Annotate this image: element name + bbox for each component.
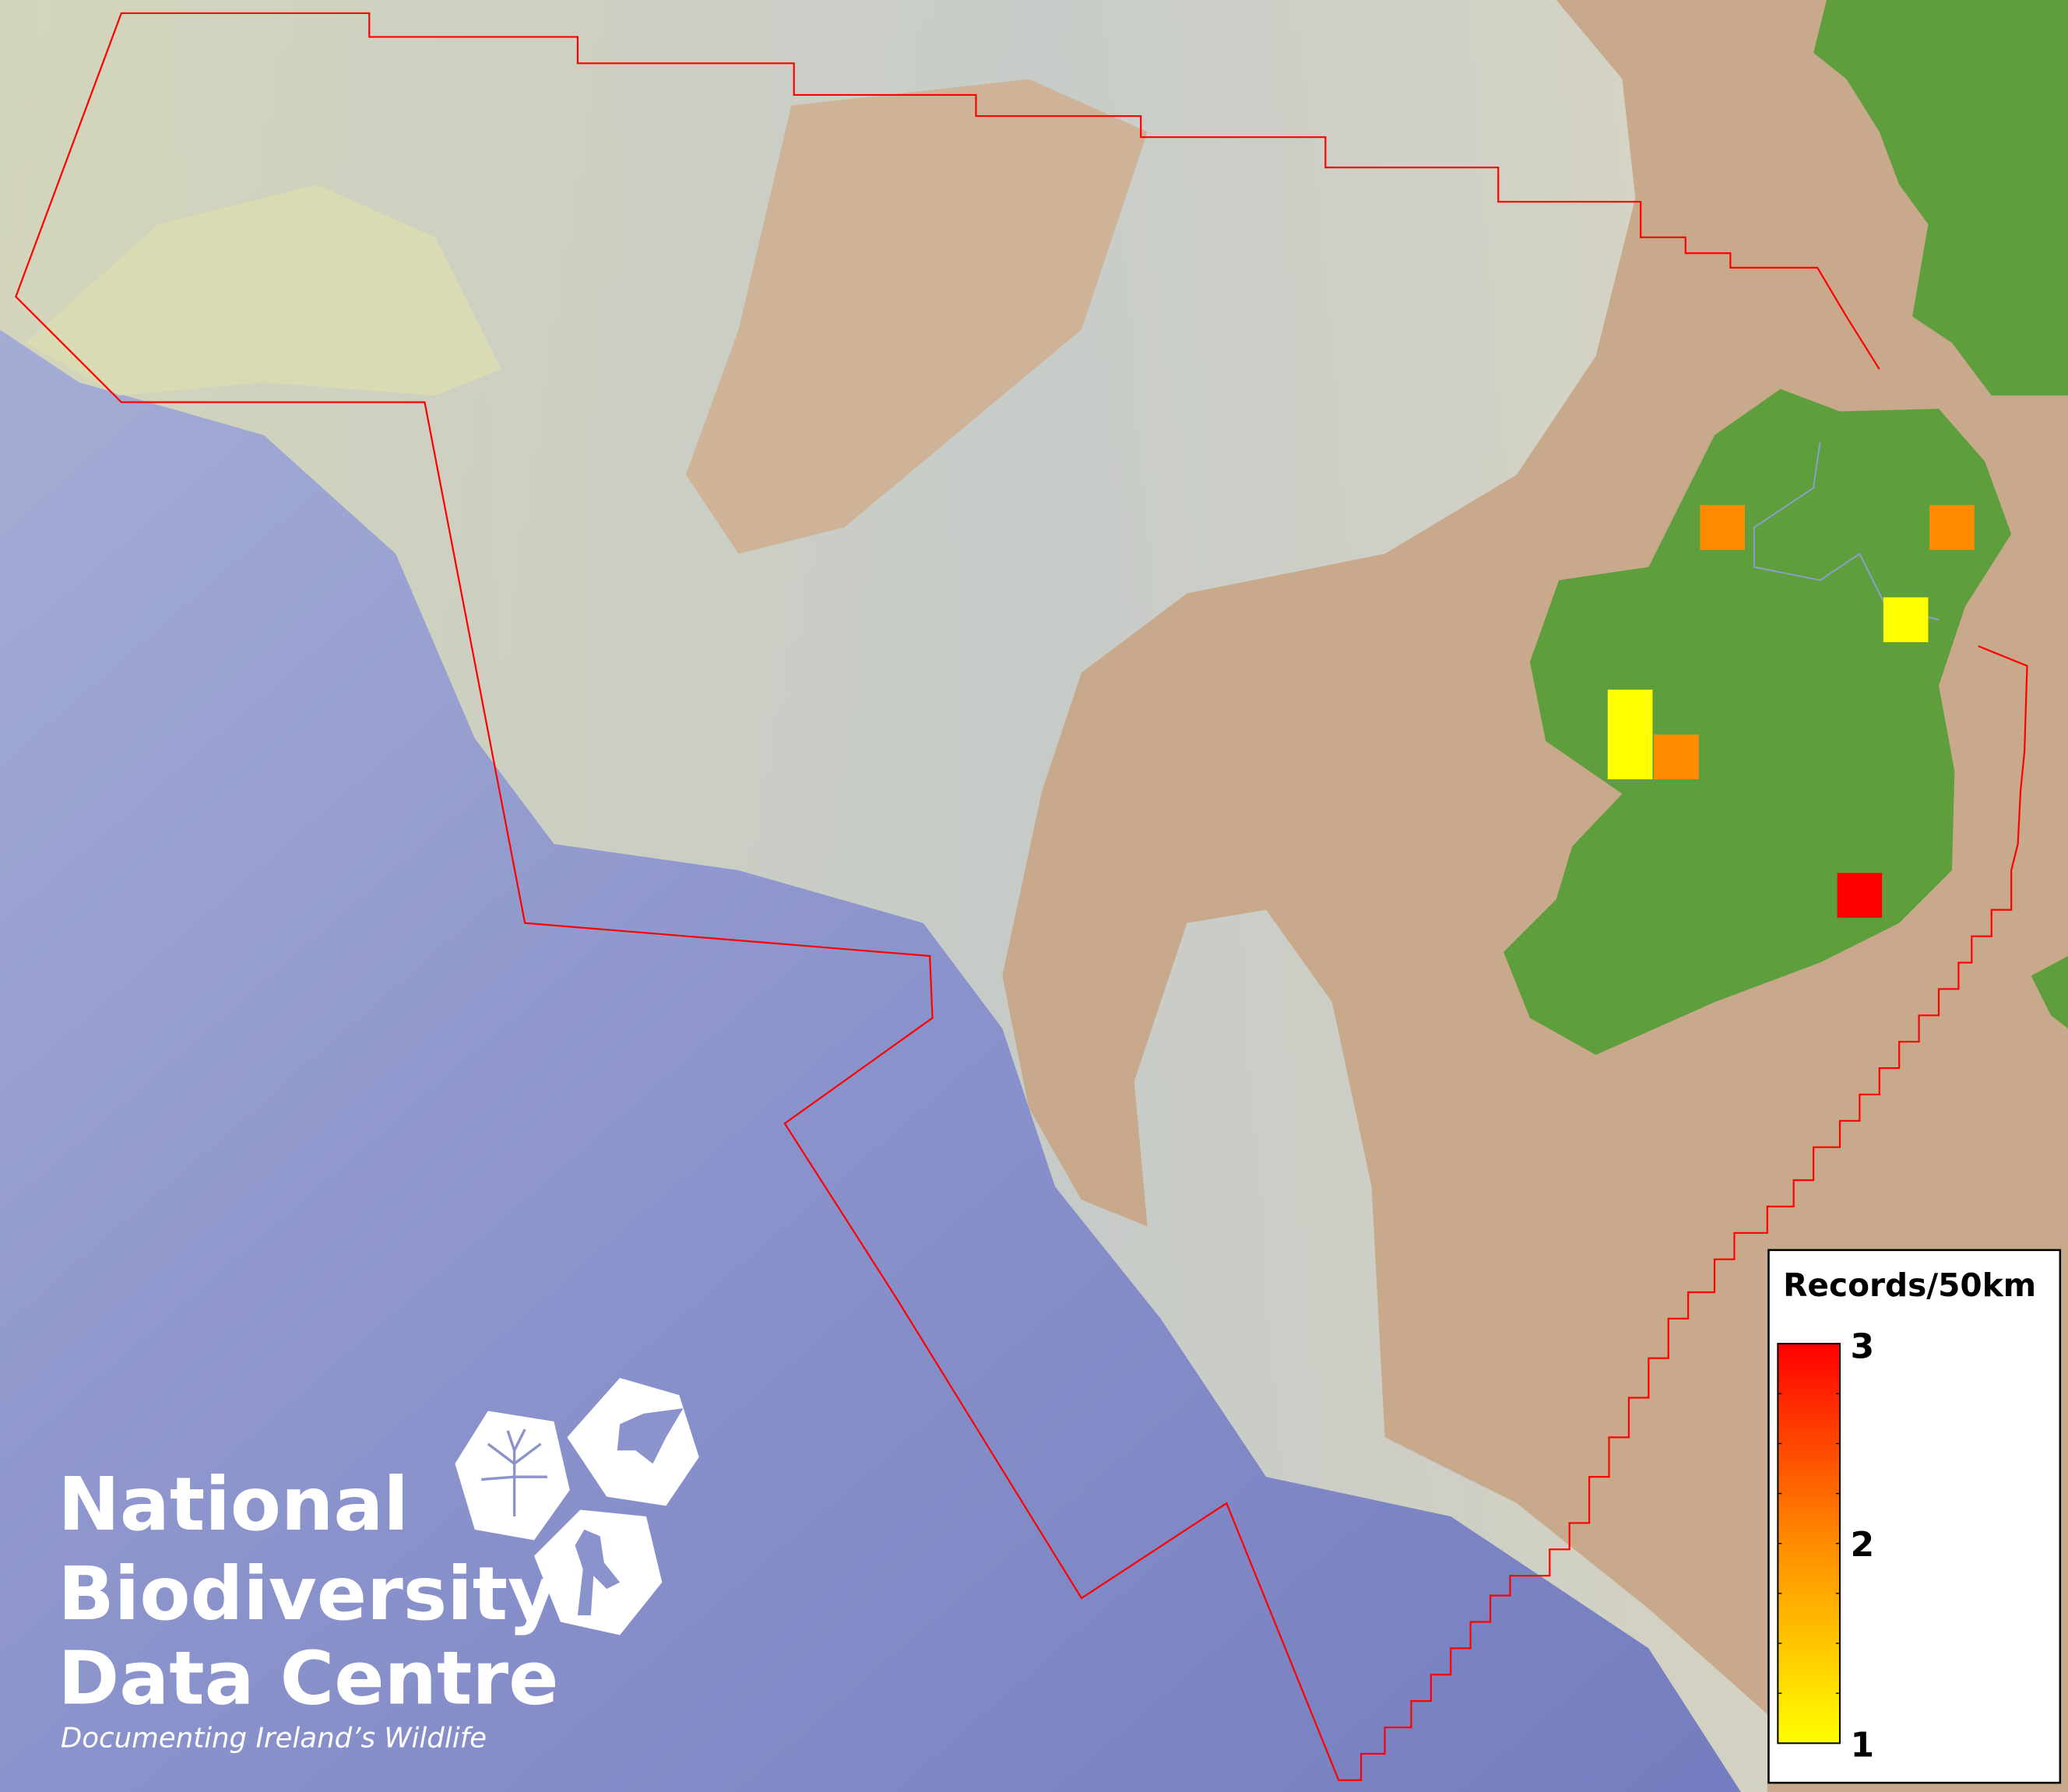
logo-line-1: National xyxy=(58,1462,409,1548)
border-river xyxy=(1753,441,1940,621)
ireland-land xyxy=(1504,388,2012,1056)
legend-min-label: 1 xyxy=(1851,1725,1875,1765)
tree-icon xyxy=(481,1428,547,1516)
wales-land xyxy=(2031,956,2068,1029)
record-cell xyxy=(1883,597,1929,642)
boundary-line xyxy=(15,12,2028,1781)
record-cell xyxy=(1607,734,1653,780)
seahorse-icon xyxy=(575,1529,621,1616)
tree-hexagon-icon xyxy=(455,1411,570,1541)
legend-max-label: 3 xyxy=(1851,1327,1875,1367)
record-cells xyxy=(1607,504,1975,918)
nbdc-logo: National Biodiversity Data Centre Docume… xyxy=(58,1378,699,1754)
butterfly-icon xyxy=(617,1408,684,1464)
logo-tagline: Documenting Ireland’s Wildlife xyxy=(61,1722,487,1754)
record-cell xyxy=(1929,504,1975,550)
record-cell xyxy=(1654,734,1699,780)
scotland-land xyxy=(1813,0,2068,396)
rockall-bank xyxy=(26,184,501,396)
legend-color-bar xyxy=(1777,1343,1841,1745)
logo-line-2: Biodiversity xyxy=(58,1551,556,1637)
northern-bank xyxy=(685,79,1148,554)
legend-minor-ticks xyxy=(1778,1393,1840,1694)
record-cell xyxy=(1607,689,1653,735)
record-cell xyxy=(1837,873,1883,918)
legend-mid-label: 2 xyxy=(1851,1525,1875,1565)
logo-line-3: Data Centre xyxy=(58,1636,559,1722)
legend-title: Records/50km xyxy=(1783,1267,2036,1304)
record-cell xyxy=(1700,504,1745,550)
legend: Records/50km 3 2 1 xyxy=(1767,1249,2062,1784)
